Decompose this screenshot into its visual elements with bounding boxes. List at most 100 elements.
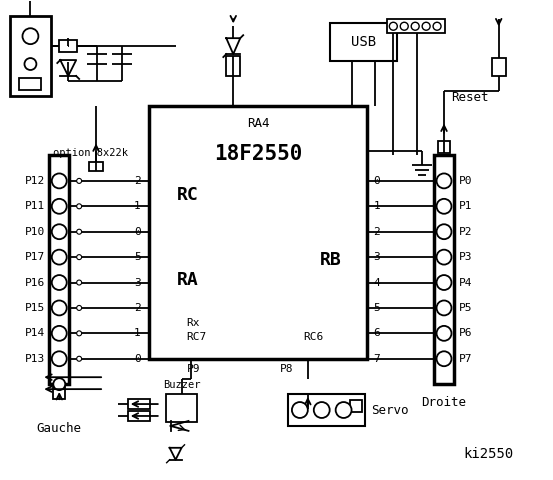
Circle shape [52, 224, 67, 239]
Text: P0: P0 [459, 176, 472, 186]
Circle shape [436, 351, 451, 366]
Circle shape [77, 179, 82, 183]
Text: P7: P7 [459, 354, 472, 364]
Bar [492, 58, 505, 76]
Circle shape [77, 280, 82, 285]
Bar [288, 394, 366, 426]
Bar [128, 411, 150, 421]
Circle shape [52, 250, 67, 264]
Bar [166, 394, 197, 422]
Text: 6: 6 [373, 328, 380, 338]
Circle shape [436, 173, 451, 188]
Circle shape [53, 378, 65, 390]
Text: P14: P14 [25, 328, 45, 338]
Circle shape [436, 224, 451, 239]
Circle shape [436, 199, 451, 214]
Bar [434, 156, 454, 384]
Text: Droite: Droite [421, 396, 467, 408]
Text: 7: 7 [373, 354, 380, 364]
Bar [89, 162, 103, 171]
Text: P10: P10 [25, 227, 45, 237]
Text: P6: P6 [459, 328, 472, 338]
Circle shape [436, 250, 451, 264]
Text: P11: P11 [25, 201, 45, 211]
Text: Rx: Rx [186, 317, 200, 327]
Text: RA: RA [176, 271, 199, 289]
Bar [438, 141, 450, 153]
Circle shape [52, 199, 67, 214]
Text: P8: P8 [279, 364, 293, 374]
Circle shape [52, 173, 67, 188]
Circle shape [77, 204, 82, 209]
Circle shape [77, 305, 82, 311]
Text: Gauche: Gauche [36, 422, 82, 435]
Circle shape [436, 275, 451, 290]
Text: USB: USB [351, 35, 376, 49]
Bar [387, 19, 445, 33]
Bar [149, 106, 368, 360]
Circle shape [411, 22, 419, 30]
Text: option 8x22k: option 8x22k [53, 147, 128, 157]
Circle shape [336, 402, 352, 418]
Text: RA4: RA4 [247, 117, 269, 130]
Circle shape [77, 229, 82, 234]
Circle shape [24, 58, 36, 70]
Text: P17: P17 [25, 252, 45, 262]
Circle shape [52, 300, 67, 315]
Text: 0: 0 [373, 176, 380, 186]
Circle shape [77, 331, 82, 336]
Circle shape [422, 22, 430, 30]
Bar [226, 56, 240, 76]
Circle shape [52, 326, 67, 341]
Bar [59, 40, 77, 52]
Text: ki2550: ki2550 [463, 447, 514, 461]
Text: P5: P5 [459, 303, 472, 313]
Text: 0: 0 [134, 227, 141, 237]
Text: Reset: Reset [451, 91, 489, 104]
Text: 2: 2 [134, 303, 141, 313]
Text: 18F2550: 18F2550 [214, 144, 302, 164]
Text: RC7: RC7 [186, 333, 207, 342]
Bar [49, 156, 69, 384]
Circle shape [77, 254, 82, 260]
Text: P15: P15 [25, 303, 45, 313]
Circle shape [52, 351, 67, 366]
Text: 0: 0 [134, 354, 141, 364]
Text: P2: P2 [459, 227, 472, 237]
Text: RC6: RC6 [303, 333, 323, 342]
Circle shape [23, 28, 38, 44]
Bar [9, 16, 51, 96]
Text: P12: P12 [25, 176, 45, 186]
Text: 5: 5 [134, 252, 141, 262]
Text: 2: 2 [134, 176, 141, 186]
Bar [330, 23, 397, 61]
Text: P4: P4 [459, 277, 472, 288]
Text: 4: 4 [373, 277, 380, 288]
Text: 3: 3 [134, 277, 141, 288]
Text: Buzzer: Buzzer [163, 380, 200, 390]
Circle shape [433, 22, 441, 30]
Bar [349, 400, 362, 412]
Text: P9: P9 [186, 364, 200, 374]
Text: P13: P13 [25, 354, 45, 364]
Text: P16: P16 [25, 277, 45, 288]
Bar [53, 387, 65, 399]
Text: 1: 1 [134, 328, 141, 338]
Text: 1: 1 [134, 201, 141, 211]
Text: RC: RC [176, 186, 199, 204]
Circle shape [314, 402, 330, 418]
Circle shape [52, 275, 67, 290]
Circle shape [436, 326, 451, 341]
Text: P1: P1 [459, 201, 472, 211]
Text: 5: 5 [373, 303, 380, 313]
Circle shape [292, 402, 308, 418]
Text: 3: 3 [373, 252, 380, 262]
Bar [128, 399, 150, 409]
Text: Servo: Servo [372, 404, 409, 417]
Text: RB: RB [320, 251, 342, 269]
Text: 1: 1 [373, 201, 380, 211]
Circle shape [389, 22, 397, 30]
Text: 2: 2 [373, 227, 380, 237]
Bar [19, 78, 41, 90]
Circle shape [400, 22, 408, 30]
